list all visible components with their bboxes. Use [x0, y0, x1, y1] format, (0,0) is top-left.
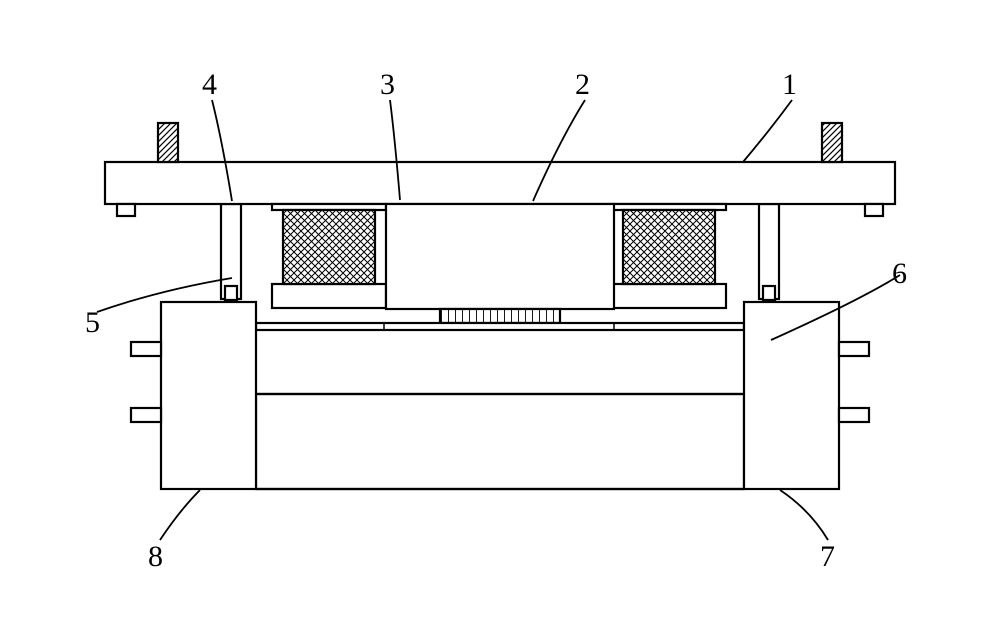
- leader-line: [743, 100, 792, 162]
- leader-line: [160, 490, 200, 540]
- callout-label-8: 8: [148, 540, 163, 574]
- callout-label-5: 5: [85, 306, 100, 340]
- callout-label-2: 2: [575, 68, 590, 102]
- callout-label-7: 7: [820, 540, 835, 574]
- callout-label-3: 3: [380, 68, 395, 102]
- callout-label-4: 4: [202, 68, 217, 102]
- callout-label-1: 1: [782, 68, 797, 102]
- callout-label-6: 6: [892, 257, 907, 291]
- leader-line: [780, 490, 828, 540]
